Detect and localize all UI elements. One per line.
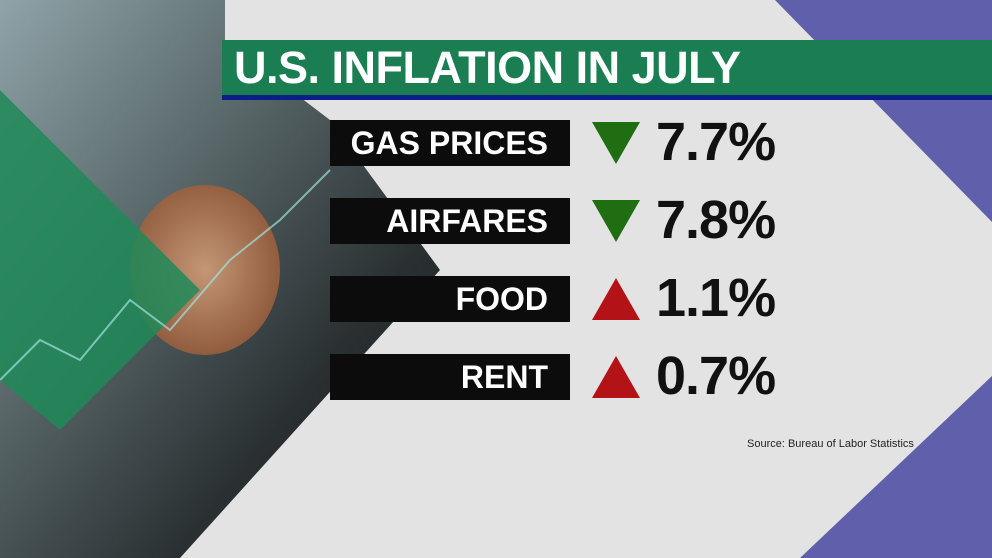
title-bar: U.S. INFLATION IN JULY — [222, 40, 992, 100]
down-arrow-icon — [592, 200, 640, 242]
row-label: AIRFARES — [330, 198, 570, 244]
row-value: 1.1% — [656, 268, 776, 328]
row-label: FOOD — [330, 276, 570, 322]
up-arrow-icon — [592, 356, 640, 398]
purple-top-shape — [775, 0, 992, 222]
row-label: GAS PRICES — [330, 120, 570, 166]
up-arrow-icon — [592, 278, 640, 320]
row-value: 7.7% — [656, 112, 776, 172]
row-value: 0.7% — [656, 346, 776, 406]
purple-bottom-shape — [800, 376, 992, 558]
source-note: Source: Bureau of Labor Statistics — [747, 438, 914, 450]
page-title: U.S. INFLATION IN JULY — [234, 42, 741, 93]
row-label: RENT — [330, 354, 570, 400]
down-arrow-icon — [592, 122, 640, 164]
row-value: 7.8% — [656, 190, 776, 250]
trend-line — [0, 169, 331, 381]
